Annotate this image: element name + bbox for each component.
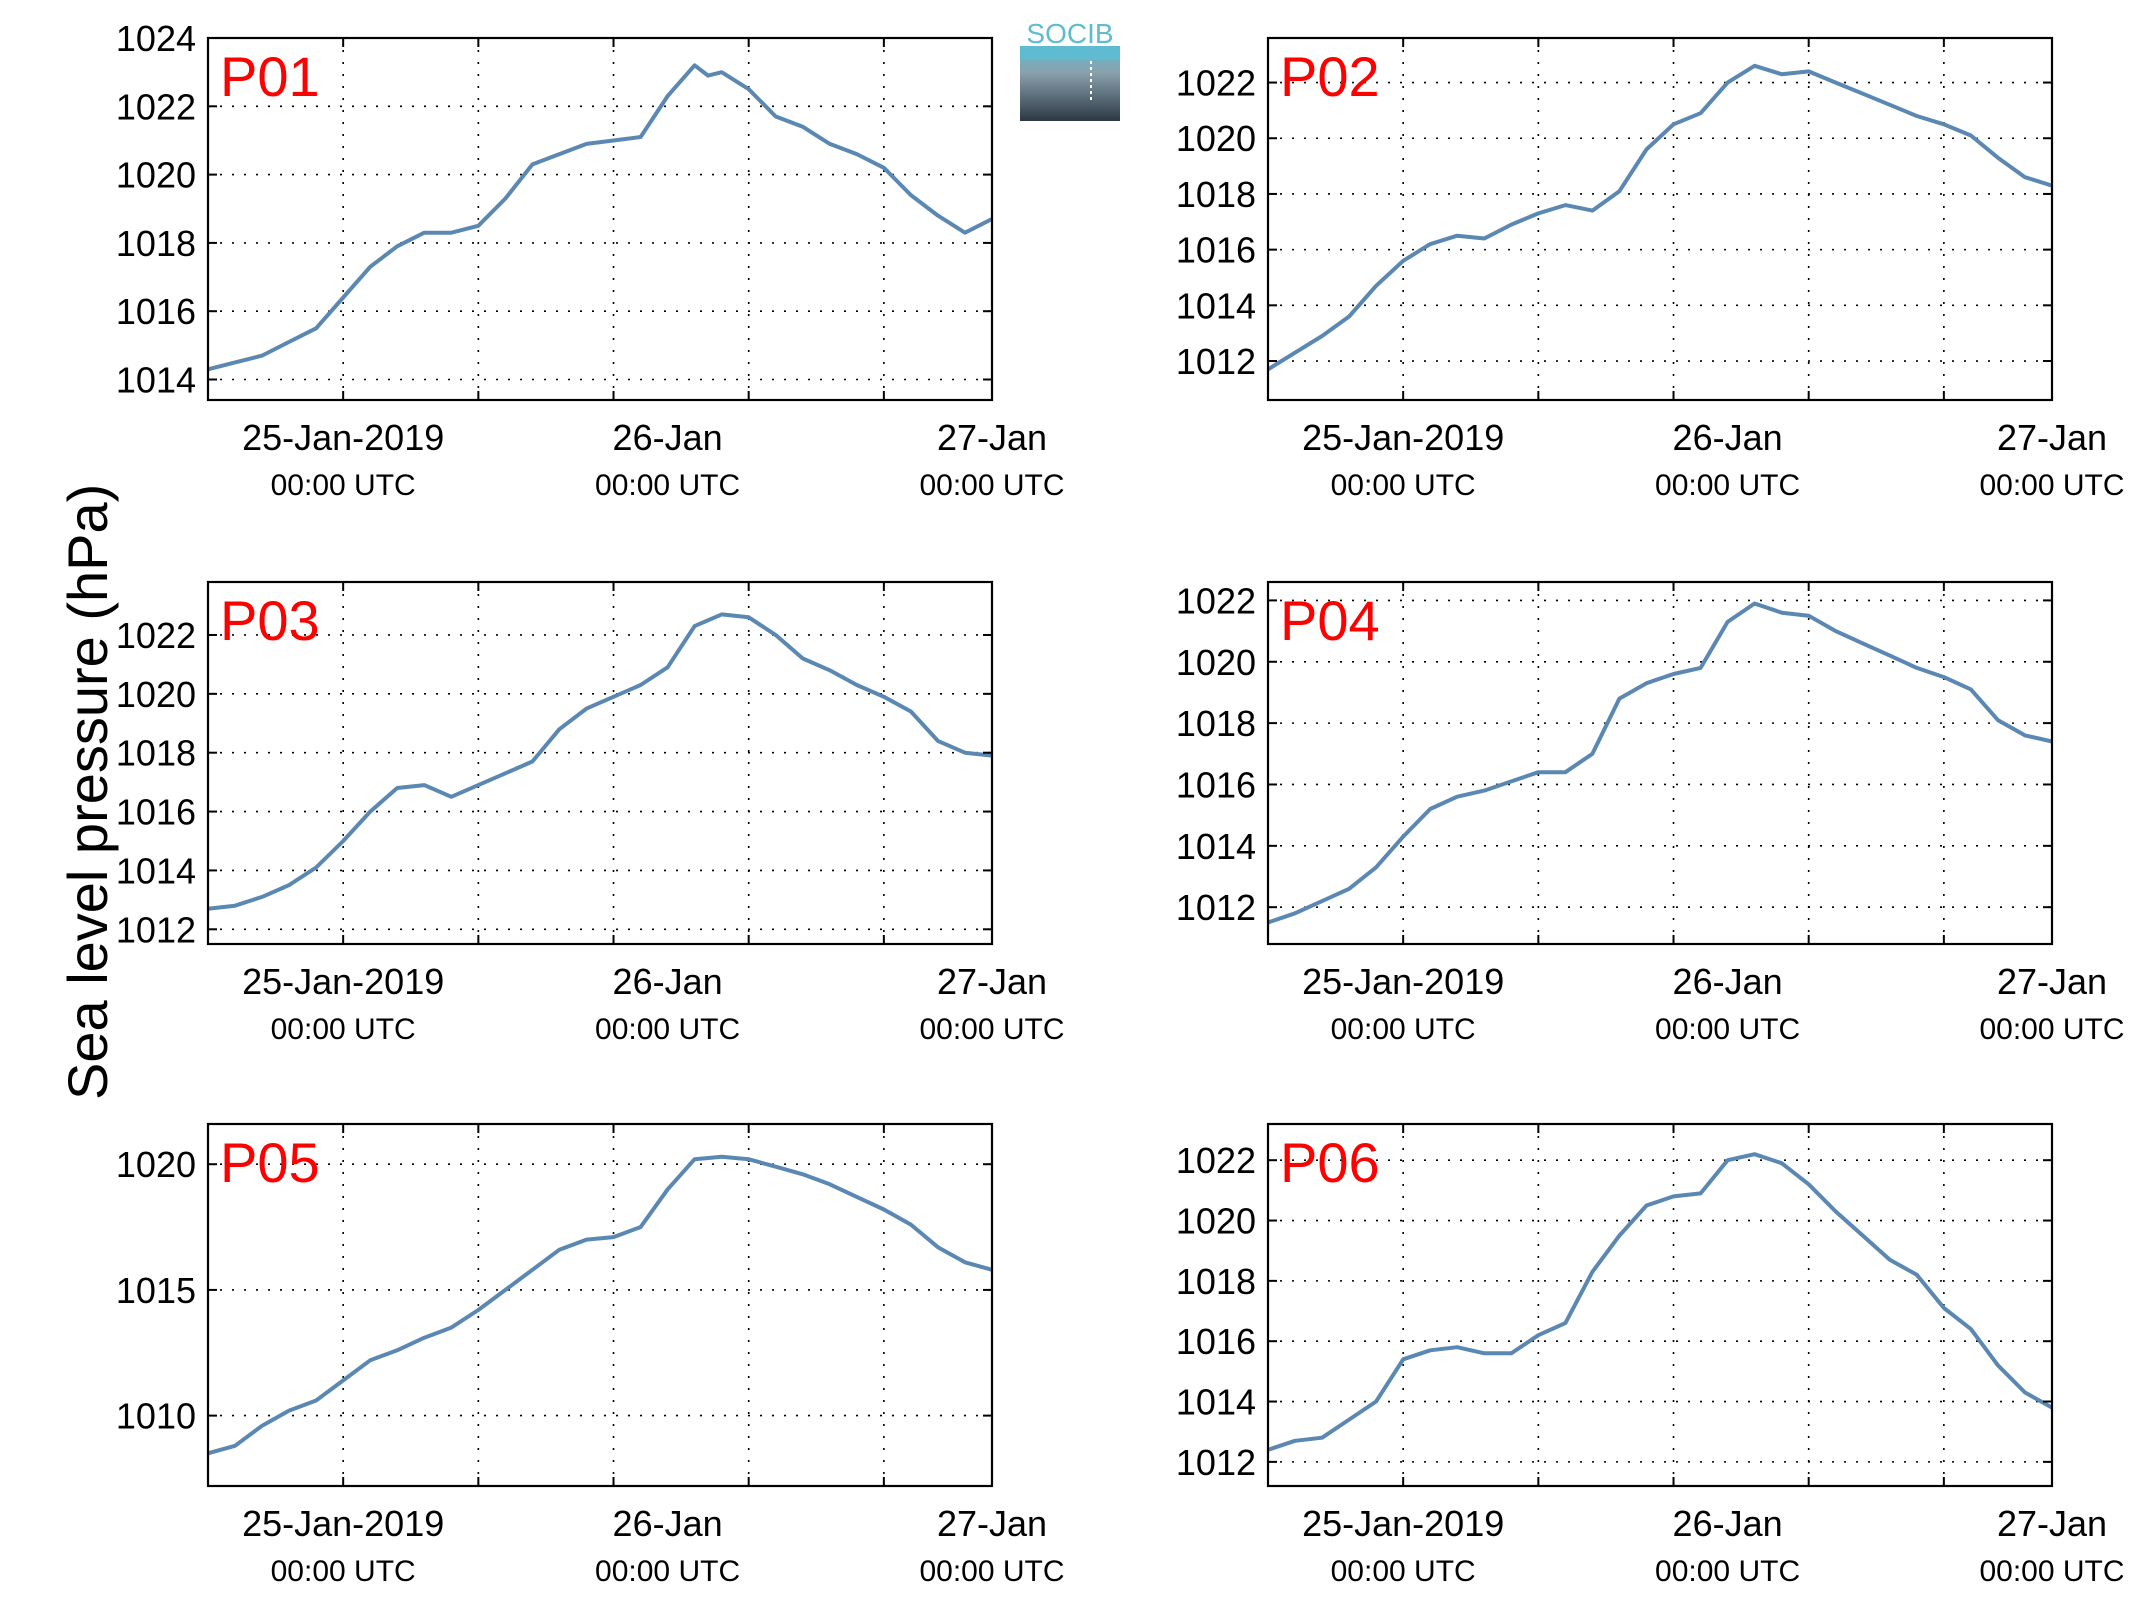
x-tick-label: 25-Jan-2019 (1302, 417, 1504, 458)
x-tick-sublabel: 00:00 UTC (595, 1013, 740, 1046)
y-tick-label: 1014 (116, 850, 196, 891)
y-tick-label: 1016 (116, 291, 196, 332)
y-tick-label: 1024 (116, 18, 196, 59)
series-line-p04 (1267, 601, 2053, 925)
x-tick-label: 26-Jan (613, 1503, 723, 1544)
y-tick-label: 1016 (116, 792, 196, 833)
x-tick-label: 27-Jan (937, 417, 1047, 458)
y-tick-label: 1018 (116, 733, 196, 774)
x-tick-label: 25-Jan-2019 (1302, 1503, 1504, 1544)
plot-frame (206, 36, 994, 402)
plot-frame (206, 1122, 994, 1488)
x-tick-sublabel: 00:00 UTC (595, 469, 740, 502)
x-tick-sublabel: 00:00 UTC (919, 1013, 1064, 1046)
x-tick-label: 26-Jan (1673, 961, 1783, 1002)
y-tick-label: 1022 (1176, 63, 1256, 104)
x-tick-sublabel: 00:00 UTC (595, 1555, 740, 1588)
y-tick-label: 1020 (1176, 118, 1256, 159)
x-tick-label: 27-Jan (1997, 961, 2107, 1002)
logo-text: SOCIB (1026, 18, 1113, 49)
x-tick-label: 27-Jan (937, 961, 1047, 1002)
plot-frame (1266, 1122, 2054, 1488)
panel-label: P02 (1280, 45, 1380, 108)
series-line-p01 (207, 63, 993, 372)
x-tick-label: 26-Jan (613, 417, 723, 458)
x-tick-label: 25-Jan-2019 (242, 961, 444, 1002)
y-tick-label: 1012 (116, 909, 196, 950)
y-tick-label: 1022 (1176, 1140, 1256, 1181)
y-tick-label: 1018 (1176, 1261, 1256, 1302)
y-tick-label: 1016 (1176, 1321, 1256, 1362)
series-line-p05 (207, 1154, 993, 1456)
chart-panel-p04: 1012 1014 1016 1018 1020 1022 25-Jan-2019 00:00… (1176, 580, 2125, 1046)
y-tick-label: 1020 (116, 155, 196, 196)
y-tick-label: 1014 (116, 360, 196, 401)
socib-logo: SOCIB (1020, 16, 1120, 121)
panel-label: P01 (220, 45, 320, 108)
y-tick-label: 1014 (1176, 1382, 1256, 1423)
y-tick-label: 1014 (1176, 285, 1256, 326)
x-tick-sublabel: 00:00 UTC (1331, 469, 1476, 502)
y-tick-label: 1020 (116, 1144, 196, 1185)
chart-panel-p03: 1012 1014 1016 1018 1020 1022 25-Jan-2019 00:00… (116, 580, 1065, 1046)
y-axis-label: Sea level pressure (hPa) (56, 483, 119, 1100)
x-tick-label: 25-Jan-2019 (242, 1503, 444, 1544)
panel-label: P03 (220, 589, 320, 652)
panel-label: P06 (1280, 1131, 1380, 1194)
x-tick-sublabel: 00:00 UTC (1331, 1555, 1476, 1588)
plot-frame (1266, 36, 2054, 402)
x-tick-label: 25-Jan-2019 (1302, 961, 1504, 1002)
x-tick-sublabel: 00:00 UTC (919, 1555, 1064, 1588)
plot-frame (206, 580, 994, 946)
x-tick-sublabel: 00:00 UTC (1655, 1555, 1800, 1588)
x-tick-label: 26-Jan (613, 961, 723, 1002)
y-tick-label: 1018 (1176, 174, 1256, 215)
y-tick-label: 1018 (1176, 703, 1256, 744)
x-tick-label: 27-Jan (937, 1503, 1047, 1544)
x-tick-label: 27-Jan (1997, 1503, 2107, 1544)
x-tick-label: 26-Jan (1673, 417, 1783, 458)
chart-panel-p01: 1014 1016 1018 1020 1022 1024 25-Jan-2019 00:00… (116, 18, 1065, 502)
x-tick-label: 26-Jan (1673, 1503, 1783, 1544)
y-tick-label: 1012 (1176, 887, 1256, 928)
y-tick-label: 1016 (1176, 230, 1256, 271)
x-tick-sublabel: 00:00 UTC (271, 1555, 416, 1588)
panel-label: P04 (1280, 589, 1380, 652)
x-tick-sublabel: 00:00 UTC (1979, 469, 2124, 502)
y-tick-label: 1012 (1176, 341, 1256, 382)
x-tick-label: 25-Jan-2019 (242, 417, 444, 458)
series-line-p03 (207, 612, 993, 911)
x-tick-sublabel: 00:00 UTC (1979, 1013, 2124, 1046)
chart-panel-p05: 1010 1015 1020 25-Jan-2019 00:00 UTC 26-Jan 00… (116, 1122, 1065, 1588)
y-tick-label: 1020 (116, 674, 196, 715)
chart-panel-p02: 1012 1014 1016 1018 1020 1022 25-Jan-2019 00:00… (1176, 36, 2125, 502)
x-tick-sublabel: 00:00 UTC (1979, 1555, 2124, 1588)
x-tick-sublabel: 00:00 UTC (271, 469, 416, 502)
x-tick-sublabel: 00:00 UTC (1331, 1013, 1476, 1046)
plot-frame (1266, 580, 2054, 946)
y-tick-label: 1016 (1176, 764, 1256, 805)
y-tick-label: 1022 (1176, 580, 1256, 621)
y-tick-label: 1010 (116, 1396, 196, 1437)
y-tick-label: 1012 (1176, 1442, 1256, 1483)
y-tick-label: 1020 (1176, 1201, 1256, 1242)
y-tick-label: 1018 (116, 223, 196, 264)
chart-panel-p06: 1012 1014 1016 1018 1020 1022 25-Jan-2019 00:00… (1176, 1122, 2125, 1588)
panel-label: P05 (220, 1131, 320, 1194)
series-line-p02 (1266, 63, 2053, 372)
series-line-p06 (1267, 1152, 2053, 1452)
x-tick-sublabel: 00:00 UTC (919, 469, 1064, 502)
y-tick-label: 1014 (1176, 826, 1256, 867)
x-tick-label: 27-Jan (1997, 417, 2107, 458)
x-tick-sublabel: 00:00 UTC (1655, 469, 1800, 502)
y-tick-label: 1022 (116, 86, 196, 127)
y-tick-label: 1015 (116, 1270, 196, 1311)
y-tick-label: 1020 (1176, 642, 1256, 683)
x-tick-sublabel: 00:00 UTC (1655, 1013, 1800, 1046)
y-tick-label: 1022 (116, 615, 196, 656)
x-tick-sublabel: 00:00 UTC (271, 1013, 416, 1046)
